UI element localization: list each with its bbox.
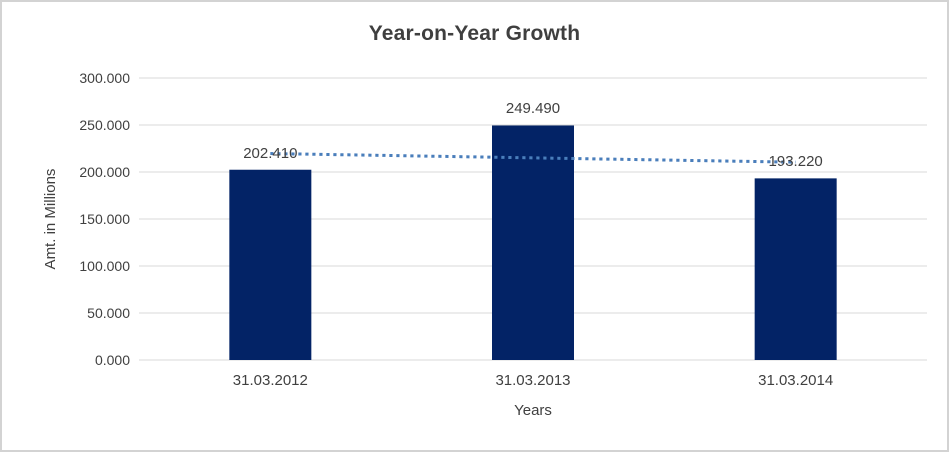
x-tick-label: 31.03.2013	[495, 372, 571, 389]
bar	[492, 125, 574, 360]
y-tick-label: 300.000	[79, 70, 130, 86]
y-tick-label: 250.000	[79, 117, 130, 133]
y-tick-label: 150.000	[79, 211, 130, 227]
bar-data-label: 193.220	[768, 153, 823, 171]
x-axis-title: Years	[514, 402, 552, 419]
y-tick-label: 50.000	[87, 305, 130, 321]
bar-data-label: 249.490	[505, 100, 561, 118]
y-tick-label: 200.000	[79, 164, 130, 180]
y-tick-label: 0.000	[94, 352, 130, 368]
bar	[754, 178, 837, 360]
bar	[229, 169, 312, 360]
chart-title: Year-on-Year Growth	[368, 22, 581, 45]
y-tick-label: 100.000	[79, 258, 130, 274]
x-tick-label: 31.03.2012	[232, 372, 308, 389]
bar-data-label: 202.410	[243, 144, 298, 162]
x-tick-label: 31.03.2014	[758, 372, 834, 389]
